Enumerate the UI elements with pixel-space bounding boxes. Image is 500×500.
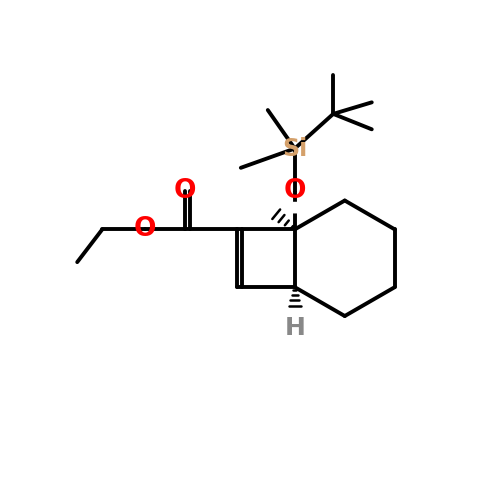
Text: Si: Si <box>282 136 308 160</box>
Text: O: O <box>134 216 156 242</box>
Text: O: O <box>174 178 197 204</box>
Text: H: H <box>284 316 305 340</box>
Text: O: O <box>284 178 306 204</box>
